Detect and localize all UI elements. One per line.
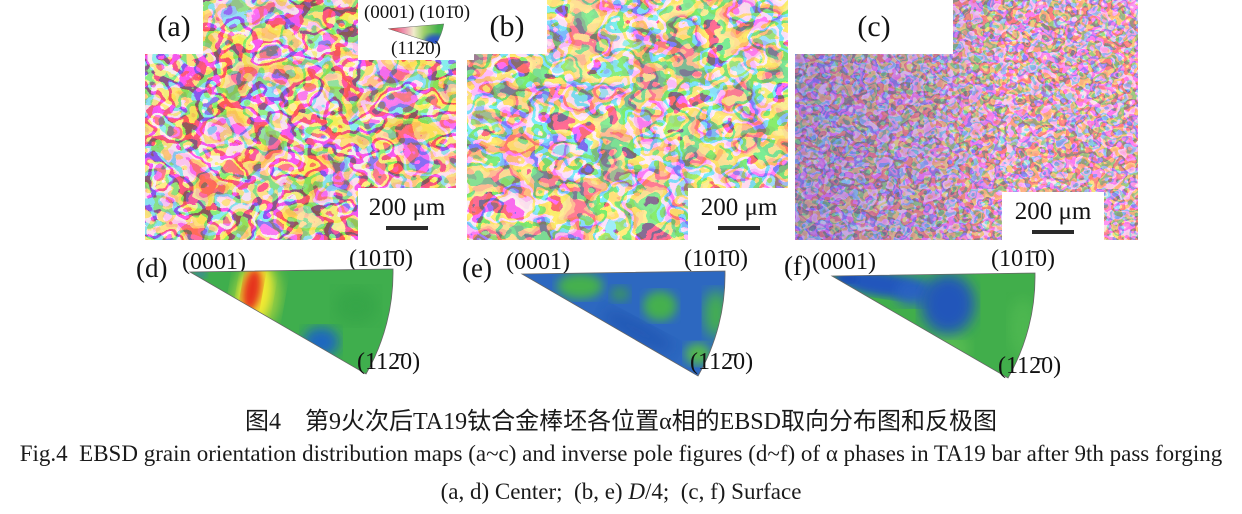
ipf-wedge-e	[520, 270, 726, 377]
scale-text-a: 200 μm	[368, 194, 446, 221]
ipf-f-label-1010: (101̄0)	[991, 246, 1055, 272]
panel-label-f: (f)	[784, 251, 811, 281]
caption-english: Fig.4 EBSD grain orientation distributio…	[0, 441, 1242, 467]
panel-label-e: (e)	[462, 253, 492, 283]
caption-subpanels-pre: (a, d) Center; (b, e)	[440, 479, 629, 504]
panel-label-d: (d)	[136, 253, 168, 283]
scale-bar-a: 200 μm	[358, 188, 456, 240]
panel-label-a: (a)	[145, 0, 203, 54]
scale-text-c: 200 μm	[1014, 198, 1092, 225]
ipf-d-label-1010: (101̄0)	[349, 246, 413, 272]
caption-subpanels-italic-d: D	[628, 479, 645, 504]
scale-line-c	[1032, 230, 1074, 234]
scale-text-b: 200 μm	[700, 194, 778, 221]
ipf-f-label-0001: (0001)	[812, 249, 876, 275]
ipf-d-label-1120: (112̄0)	[357, 349, 421, 375]
panel-label-c: (c)	[795, 0, 953, 54]
ipf-f-label-1120: (112̄0)	[998, 353, 1062, 379]
ipf-key-labels-top: (0001) (101̄0)	[363, 2, 471, 23]
ipf-d-label-0001: (0001)	[182, 249, 246, 275]
caption-english-text: Fig.4 EBSD grain orientation distributio…	[19, 441, 1223, 466]
ipf-wedge-d	[188, 268, 394, 375]
ipf-e-label-0001: (0001)	[506, 249, 570, 275]
scale-bar-b: 200 μm	[688, 188, 790, 240]
ipf-e-label-1010: (101̄0)	[684, 246, 748, 272]
ipf-color-key-wedge-icon	[388, 23, 445, 45]
panel-label-b: (b)	[467, 0, 547, 54]
scale-line-b	[718, 226, 760, 230]
scale-line-a	[386, 226, 428, 230]
ipf-e-label-1120: (112̄0)	[690, 349, 754, 375]
ipf-key-label-bottom: (112̄0)	[391, 38, 441, 59]
caption-chinese: 图4 第9火次后TA19钛合金棒坯各位置α相的EBSD取向分布图和反极图	[245, 409, 997, 435]
ipf-wedge-f	[830, 272, 1036, 379]
caption-subpanels: (a, d) Center; (b, e) D/4; (c, f) Surfac…	[0, 479, 1242, 505]
caption-subpanels-post: /4; (c, f) Surface	[644, 479, 802, 504]
scale-bar-c: 200 μm	[1002, 192, 1104, 240]
